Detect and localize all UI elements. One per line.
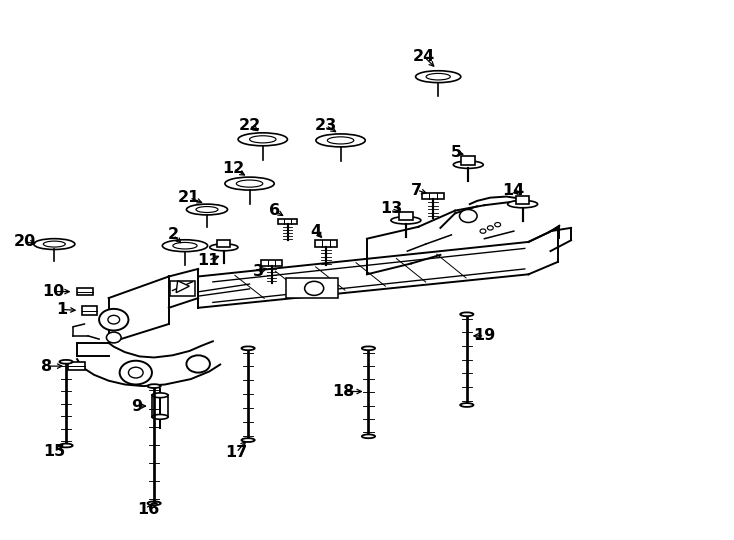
Text: 20: 20 [14, 234, 36, 249]
FancyBboxPatch shape [286, 278, 338, 298]
Ellipse shape [362, 434, 375, 438]
Circle shape [459, 210, 477, 222]
Text: 19: 19 [473, 328, 495, 343]
Text: 10: 10 [42, 284, 64, 299]
Text: 18: 18 [333, 384, 355, 399]
FancyBboxPatch shape [77, 288, 93, 295]
Circle shape [480, 229, 486, 233]
Text: 13: 13 [380, 201, 402, 216]
Ellipse shape [362, 347, 375, 350]
FancyBboxPatch shape [516, 196, 529, 204]
Circle shape [305, 281, 324, 295]
Text: 14: 14 [503, 183, 525, 198]
Ellipse shape [152, 415, 168, 419]
Text: 15: 15 [43, 444, 65, 459]
Ellipse shape [316, 134, 366, 147]
Ellipse shape [59, 444, 73, 447]
Ellipse shape [59, 360, 73, 364]
Text: 9: 9 [131, 399, 142, 414]
Ellipse shape [454, 161, 483, 168]
Circle shape [487, 226, 493, 230]
FancyBboxPatch shape [422, 193, 444, 199]
Ellipse shape [43, 241, 65, 247]
Text: 3: 3 [252, 264, 264, 279]
Ellipse shape [148, 384, 161, 388]
Circle shape [106, 332, 121, 343]
Circle shape [108, 315, 120, 324]
FancyBboxPatch shape [68, 362, 85, 370]
Ellipse shape [34, 239, 75, 249]
Text: 12: 12 [222, 161, 244, 176]
Ellipse shape [426, 73, 450, 80]
Circle shape [120, 361, 152, 384]
Ellipse shape [173, 242, 197, 249]
FancyBboxPatch shape [399, 212, 413, 220]
FancyBboxPatch shape [462, 157, 475, 165]
Ellipse shape [460, 403, 473, 407]
Ellipse shape [186, 204, 228, 215]
Ellipse shape [415, 71, 461, 83]
Text: 11: 11 [197, 253, 219, 268]
Ellipse shape [327, 137, 354, 144]
Ellipse shape [250, 136, 276, 143]
Ellipse shape [196, 206, 218, 212]
Text: 21: 21 [178, 190, 200, 205]
Ellipse shape [391, 217, 421, 224]
Ellipse shape [508, 200, 537, 208]
Ellipse shape [241, 347, 255, 350]
Ellipse shape [162, 240, 208, 252]
Ellipse shape [210, 244, 238, 251]
FancyBboxPatch shape [315, 240, 337, 247]
FancyBboxPatch shape [217, 240, 230, 247]
Text: 5: 5 [451, 145, 462, 160]
Text: 22: 22 [239, 118, 261, 133]
Text: 8: 8 [41, 359, 53, 374]
Text: 1: 1 [56, 302, 68, 317]
Text: 2: 2 [167, 227, 179, 242]
Circle shape [186, 355, 210, 373]
Ellipse shape [460, 312, 473, 316]
Ellipse shape [238, 133, 288, 146]
FancyBboxPatch shape [170, 281, 195, 296]
Text: 16: 16 [137, 502, 159, 517]
Ellipse shape [225, 177, 275, 190]
FancyBboxPatch shape [82, 306, 97, 315]
Text: 24: 24 [413, 49, 435, 64]
FancyBboxPatch shape [278, 219, 297, 225]
Ellipse shape [236, 180, 263, 187]
Text: 4: 4 [310, 224, 321, 239]
Circle shape [495, 222, 501, 227]
Text: 23: 23 [315, 118, 337, 133]
FancyBboxPatch shape [261, 260, 282, 266]
Circle shape [99, 309, 128, 330]
Text: 6: 6 [269, 203, 280, 218]
Text: 7: 7 [411, 183, 423, 198]
Ellipse shape [152, 393, 168, 397]
Circle shape [128, 367, 143, 378]
Text: 17: 17 [225, 445, 247, 460]
Ellipse shape [241, 438, 255, 442]
Ellipse shape [148, 501, 161, 505]
Polygon shape [176, 281, 189, 293]
